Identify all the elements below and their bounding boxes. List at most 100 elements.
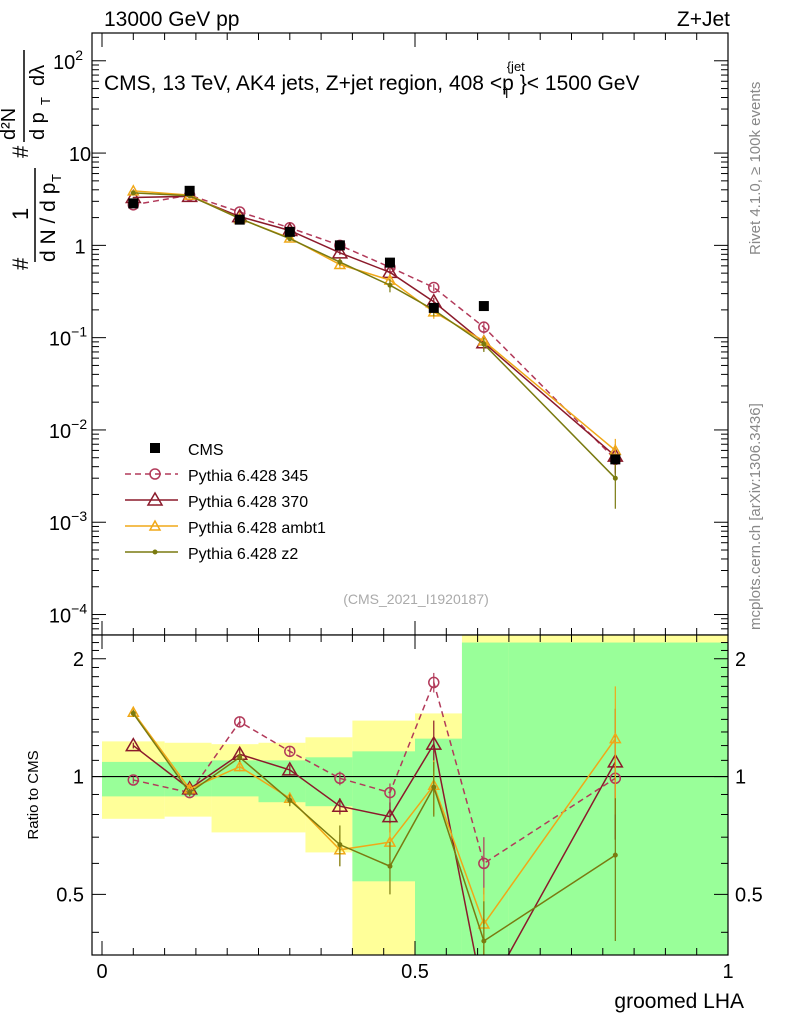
ratio-x-tick-label: 0 <box>96 961 107 983</box>
watermark: (CMS_2021_I1920187) <box>343 591 489 607</box>
data-point <box>128 198 139 209</box>
ratio-point <box>425 735 443 750</box>
legend-marker <box>149 468 161 480</box>
ratio-point <box>431 784 437 790</box>
data-point <box>284 226 295 237</box>
ratio-point <box>130 710 136 716</box>
ratio-point <box>233 760 246 772</box>
green-band <box>258 760 306 803</box>
ratio-point <box>281 761 299 776</box>
ylabel-t2: T <box>38 97 53 105</box>
ratio-y-tick-label-right: 2 <box>735 649 746 671</box>
ratio-xlabel: groomed LHA <box>614 990 744 1013</box>
ratio-point <box>478 857 490 870</box>
ylabel-one: 1 <box>8 208 33 220</box>
data-point <box>428 302 439 313</box>
main-plot-area <box>92 33 728 635</box>
ratio-point <box>127 774 140 786</box>
ratio-point <box>187 790 193 796</box>
ratio-point <box>384 786 396 799</box>
ratio-series-3 <box>130 709 618 955</box>
legend-label: Pythia 6.428 345 <box>188 468 308 485</box>
title-p: p <box>502 72 514 95</box>
series-point <box>478 321 490 333</box>
ratio-point <box>284 745 296 758</box>
ratio-x-tick-label: 1 <box>722 961 733 983</box>
data-point <box>184 185 195 196</box>
y-tick-label: 10−4 <box>49 601 87 628</box>
series-point <box>612 475 618 481</box>
ratio-point <box>428 676 440 689</box>
legend-marker <box>146 491 164 506</box>
legend: CMS Pythia 6.428 345 Pythia 6.428 370 Pythi… <box>125 442 326 563</box>
title-sub: T <box>503 86 511 101</box>
legend-marker <box>152 549 158 555</box>
y-tick-label: 10−3 <box>49 508 87 535</box>
green-band <box>211 760 259 797</box>
ratio-point <box>477 992 491 1004</box>
ratio-y-tick-label: 2 <box>73 649 84 671</box>
y-tick-label: 10−1 <box>49 324 87 351</box>
mcplots-label: mcplots.cern.ch [arXiv:1306.3436] <box>747 403 764 630</box>
y-tick-exp: −3 <box>71 508 87 524</box>
y-tick-base: 10 <box>49 329 71 351</box>
y-tick-exp: 2 <box>75 47 83 63</box>
ratio-ylabel: Ratio to CMS <box>25 750 42 839</box>
legend-label: Pythia 6.428 ambt1 <box>188 520 326 537</box>
ratio-point <box>481 938 487 944</box>
data-point <box>334 240 345 251</box>
y-tick-base: 10 <box>49 421 71 443</box>
data-points <box>128 185 621 465</box>
ratio-point <box>609 732 622 744</box>
rivet-label: Rivet 4.1.0, ≥ 100k events <box>747 82 764 255</box>
ratio-line-0 <box>133 680 616 865</box>
ratio-y-tick-label-right: 0.5 <box>735 884 763 906</box>
main-ylabel: # 1 d N / d p T # d²N d p T dλ <box>0 50 64 270</box>
main-title: CMS, 13 TeV, AK4 jets, Z+jet region, 408… <box>104 59 639 101</box>
ylabel-hash2: # <box>8 145 33 158</box>
series-point <box>331 244 349 259</box>
header-right: Z+Jet <box>677 8 730 31</box>
ratio-y-tick-label: 1 <box>73 767 84 789</box>
series-point <box>287 236 293 242</box>
ratio-frame <box>91 634 729 956</box>
title-sup: {jet <box>507 59 525 74</box>
ylabel-t1: T <box>49 174 64 182</box>
title-suffix: }< 1500 GeV <box>520 72 640 95</box>
data-point <box>234 214 245 225</box>
y-tick-label: 10 <box>69 144 91 166</box>
main-panel <box>92 33 728 635</box>
legend-marker <box>148 519 162 531</box>
legend-label: Pythia 6.428 370 <box>188 494 308 511</box>
y-tick-label: 102 <box>53 47 83 74</box>
y-tick-exp: −1 <box>71 324 87 340</box>
legend-label: Pythia 6.428 z2 <box>188 546 298 563</box>
series-point <box>333 257 347 270</box>
ratio-point <box>287 797 293 803</box>
title-prefix: CMS, 13 TeV, AK4 jets, Z+jet region, 408… <box>104 72 502 95</box>
series-point <box>481 341 487 347</box>
ylabel-d2n: d²N <box>0 108 20 140</box>
y-tick-base: 10 <box>49 513 71 535</box>
ratio-point <box>334 772 346 785</box>
ratio-point <box>331 797 349 812</box>
series-point <box>337 259 343 265</box>
ylabel-dn: d N / d p <box>37 183 60 262</box>
legend-label: CMS <box>188 442 224 459</box>
ratio-point <box>612 852 618 858</box>
ratio-point <box>337 842 343 848</box>
data-point <box>610 454 621 465</box>
ylabel-dpt: d p <box>27 112 49 140</box>
y-tick-base: 1 <box>74 236 85 258</box>
ratio-point <box>124 737 142 752</box>
y-tick-exp: −2 <box>71 416 87 432</box>
series-point <box>428 281 440 294</box>
y-tick-label: 10−2 <box>49 416 87 443</box>
ratio-y-tick-label-right: 1 <box>735 767 746 789</box>
green-band <box>352 751 415 882</box>
series-point <box>387 282 393 288</box>
ylabel-hash1: # <box>8 257 33 270</box>
green-band <box>508 642 728 955</box>
legend-marker <box>150 443 160 453</box>
